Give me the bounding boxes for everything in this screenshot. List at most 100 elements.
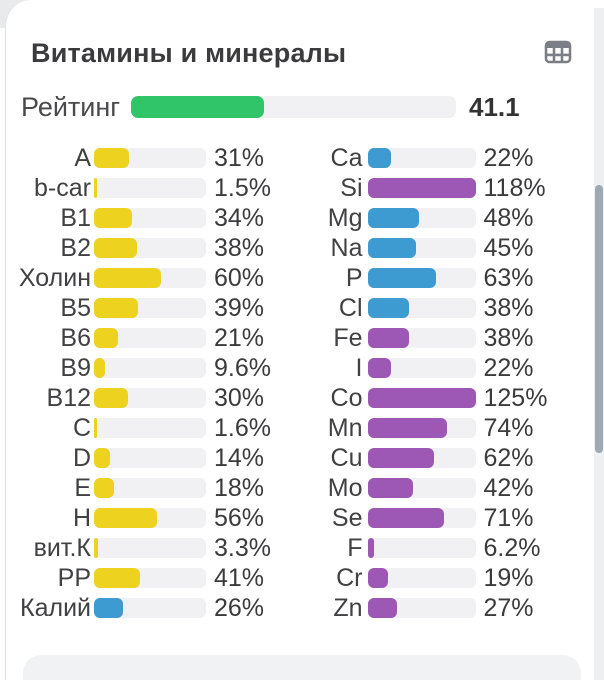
nutrient-value: 26%	[214, 593, 265, 622]
nutrient-row: Калий 26%	[6, 593, 301, 623]
nutrient-label: B9	[60, 353, 91, 382]
nutrient-value: 63%	[483, 263, 534, 292]
nutrient-label: вит.К	[33, 533, 91, 562]
nutrient-row: B1 34%	[6, 203, 301, 233]
nutrient-row: I 22%	[306, 353, 604, 383]
rating-value: 41.1	[469, 91, 520, 122]
nutrient-row: E 18%	[6, 473, 301, 503]
nutrient-value: 27%	[483, 593, 534, 622]
nutrient-value: 41%	[214, 563, 265, 592]
nutrient-bar-track	[367, 598, 476, 618]
nutrient-bar-track	[367, 448, 476, 468]
nutrient-value: 22%	[483, 143, 534, 172]
nutrient-value: 18%	[214, 473, 265, 502]
nutrient-label: C	[72, 413, 91, 442]
table-view-button[interactable]	[541, 36, 575, 70]
nutrient-label: Ca	[330, 143, 363, 172]
bar-fill	[367, 238, 417, 258]
nutrient-value: 21%	[214, 323, 265, 352]
bar-fill	[94, 238, 137, 258]
nutrient-label: Холин	[18, 263, 91, 292]
nutrient-value: 14%	[214, 443, 265, 472]
nutrient-label: Калий	[20, 593, 91, 622]
nutrient-label: PP	[57, 563, 91, 592]
nutrient-row: Cl 38%	[306, 293, 604, 323]
nutrient-bar-track	[367, 358, 476, 378]
nutrient-label: B12	[46, 383, 91, 412]
nutrient-value: 6.2%	[483, 533, 541, 562]
nutrient-value: 19%	[483, 563, 534, 592]
nutrient-value: 1.6%	[214, 413, 271, 442]
card-header: Витамины и минералы	[6, 32, 604, 74]
bar-fill	[94, 208, 133, 228]
bar-fill	[94, 598, 124, 618]
bar-fill	[367, 268, 436, 288]
scrollbar-thumb[interactable]	[595, 185, 603, 453]
nutrient-value: 60%	[214, 263, 265, 292]
page-title: Витамины и минералы	[31, 37, 347, 68]
nutrient-row: B12 30%	[6, 383, 301, 413]
bar-fill	[367, 328, 409, 348]
nutrient-bar-track	[94, 538, 206, 558]
nutrient-row: Mg 48%	[306, 203, 604, 233]
nutrient-value: 74%	[483, 413, 534, 442]
nutrient-bar-track	[94, 358, 206, 378]
scrollbar-track[interactable]	[594, 8, 604, 680]
bar-fill	[94, 148, 129, 168]
nutrient-row: Mn 74%	[306, 413, 604, 443]
bar-fill	[367, 178, 476, 198]
vitamins-card: Витамины и минералы Рейтинг 41.1	[5, 0, 604, 680]
nutrient-row: Холин 60%	[6, 263, 301, 293]
nutrient-bar-track	[367, 148, 476, 168]
nutrient-value: 34%	[214, 203, 265, 232]
nutrient-row: Ca 22%	[306, 143, 604, 173]
nutrient-bar-track	[367, 418, 476, 438]
nutrient-row: B9 9.6%	[6, 353, 301, 383]
nutrient-bar-track	[367, 208, 476, 228]
nutrient-label: Fe	[333, 323, 363, 352]
nutrient-bar-track	[94, 148, 206, 168]
nutrient-value: 3.3%	[214, 533, 271, 562]
nutrient-row: вит.К 3.3%	[6, 533, 301, 563]
bar-fill	[94, 538, 98, 558]
bottom-panel[interactable]	[23, 655, 581, 680]
column-left: A 31% b-car 1.5% B1 34% B2 38% Холин 60%…	[6, 143, 301, 623]
nutrient-row: Cr 19%	[306, 563, 604, 593]
nutrient-bar-track	[367, 508, 476, 528]
bar-fill	[367, 448, 435, 468]
nutrient-row: H 56%	[6, 503, 301, 533]
nutrient-row: A 31%	[6, 143, 301, 173]
nutrient-row: P 63%	[306, 263, 604, 293]
bar-fill	[367, 538, 375, 558]
nutrient-value: 38%	[214, 233, 265, 262]
bar-fill	[367, 388, 476, 408]
nutrient-bar-track	[94, 298, 206, 318]
rating-bar-track	[131, 96, 456, 118]
nutrient-value: 30%	[214, 383, 265, 412]
nutrient-bar-track	[94, 448, 206, 468]
nutrient-row: Zn 27%	[306, 593, 604, 623]
nutrient-label: Cr	[336, 563, 363, 592]
nutrient-bar-track	[367, 478, 476, 498]
nutrient-label: B2	[60, 233, 91, 262]
nutrient-row: Cu 62%	[306, 443, 604, 473]
bar-fill	[94, 328, 118, 348]
nutrient-bar-track	[367, 178, 476, 198]
bar-fill	[94, 508, 157, 528]
nutrient-bar-track	[94, 568, 206, 588]
nutrient-bar-track	[367, 388, 476, 408]
nutrient-value: 1.5%	[214, 173, 271, 202]
nutrient-label: Mo	[327, 473, 363, 502]
nutrient-row: Si 118%	[306, 173, 604, 203]
nutrient-row: Se 71%	[306, 503, 604, 533]
nutrient-value: 71%	[483, 503, 534, 532]
nutrient-value: 9.6%	[214, 353, 271, 382]
nutrient-row: Fe 38%	[306, 323, 604, 353]
bar-fill	[367, 508, 445, 528]
nutrient-columns: A 31% b-car 1.5% B1 34% B2 38% Холин 60%…	[6, 143, 604, 623]
nutrient-label: Se	[331, 503, 363, 532]
table-grid-icon	[542, 36, 574, 71]
nutrient-row: Co 125%	[306, 383, 604, 413]
nutrient-bar-track	[367, 238, 476, 258]
nutrient-bar-track	[367, 268, 476, 288]
